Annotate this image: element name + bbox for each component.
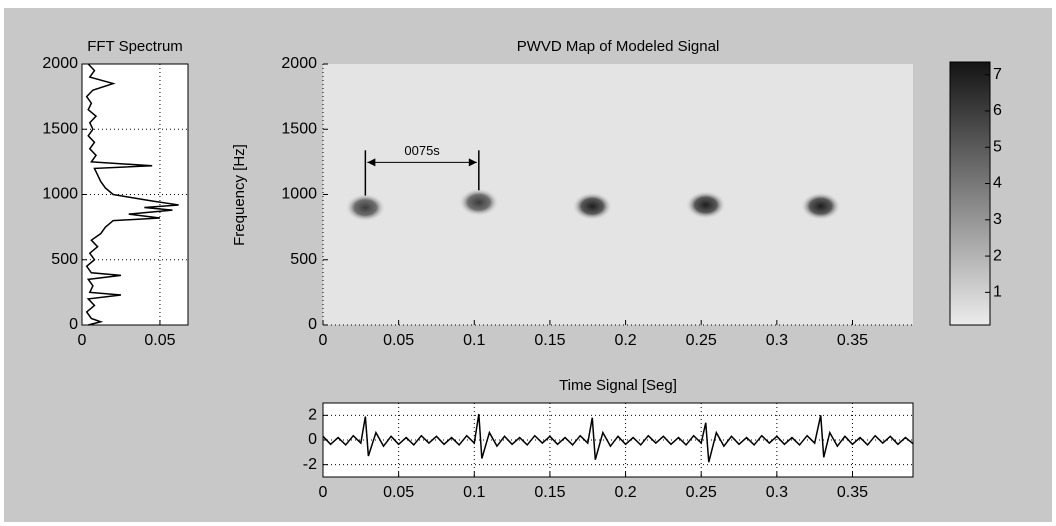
x-tick-label: 0.1 [463,484,485,501]
series-line [322,413,914,463]
colorbar-tick-label: 5 [993,138,1002,155]
y-tick-label: 2 [308,407,317,424]
colorbar [949,61,991,326]
y-tick-label: 1500 [42,120,78,137]
colorbar-tick-label: 3 [993,211,1002,228]
colorbar-tick-label: 6 [993,102,1002,119]
x-tick-label: 0.05 [144,332,175,349]
plot-area [322,402,914,478]
x-tick-label: 0.25 [686,332,717,349]
plot-area [81,63,189,326]
x-tick-label: 0.35 [837,332,868,349]
colorbar-tick-label: 7 [993,66,1002,83]
x-tick-label: 0.05 [383,332,414,349]
x-tick-label: 0.15 [534,484,565,501]
y-tick-label: 0 [69,316,78,333]
energy-blob [458,188,499,217]
chart-title: FFT Spectrum [87,38,183,55]
x-tick-label: 0.1 [463,332,485,349]
annotation: 0075s [404,143,440,158]
colorbar-tick-label: 2 [993,247,1002,264]
series-line [85,63,179,326]
x-tick-label: 0.2 [614,332,636,349]
energy-blob [800,192,841,221]
energy-blob [345,193,386,222]
x-tick-label: 0 [78,332,87,349]
y-tick-label: 1500 [281,120,317,137]
x-tick-label: 0.15 [534,332,565,349]
y-tick-label: 500 [51,251,78,268]
y-tick-label: 2000 [281,55,317,72]
x-tick-label: 0.3 [766,484,788,501]
y-tick-label: 1000 [281,186,317,203]
x-tick-label: 0 [319,484,328,501]
x-tick-label: 0.3 [766,332,788,349]
x-tick-label: 0.25 [686,484,717,501]
y-axis-label: Frequency [Hz] [231,144,248,246]
y-tick-label: 2000 [42,55,78,72]
colorbar-tick-label: 4 [993,175,1002,192]
y-tick-label: 0 [308,316,317,333]
chart-title: PWVD Map of Modeled Signal [517,38,720,55]
energy-blob [685,190,726,219]
x-tick-label: 0 [319,332,328,349]
x-tick-label: 0.2 [614,484,636,501]
y-tick-label: 500 [290,251,317,268]
y-tick-label: 1000 [42,186,78,203]
y-tick-label: -2 [303,456,317,473]
energy-blob [572,192,613,221]
x-tick-label: 0.35 [837,484,868,501]
colorbar-tick-label: 1 [993,284,1002,301]
y-tick-label: 0 [308,431,317,448]
x-tick-label: 0.05 [383,484,414,501]
chart-title: Time Signal [Seg] [559,377,677,394]
